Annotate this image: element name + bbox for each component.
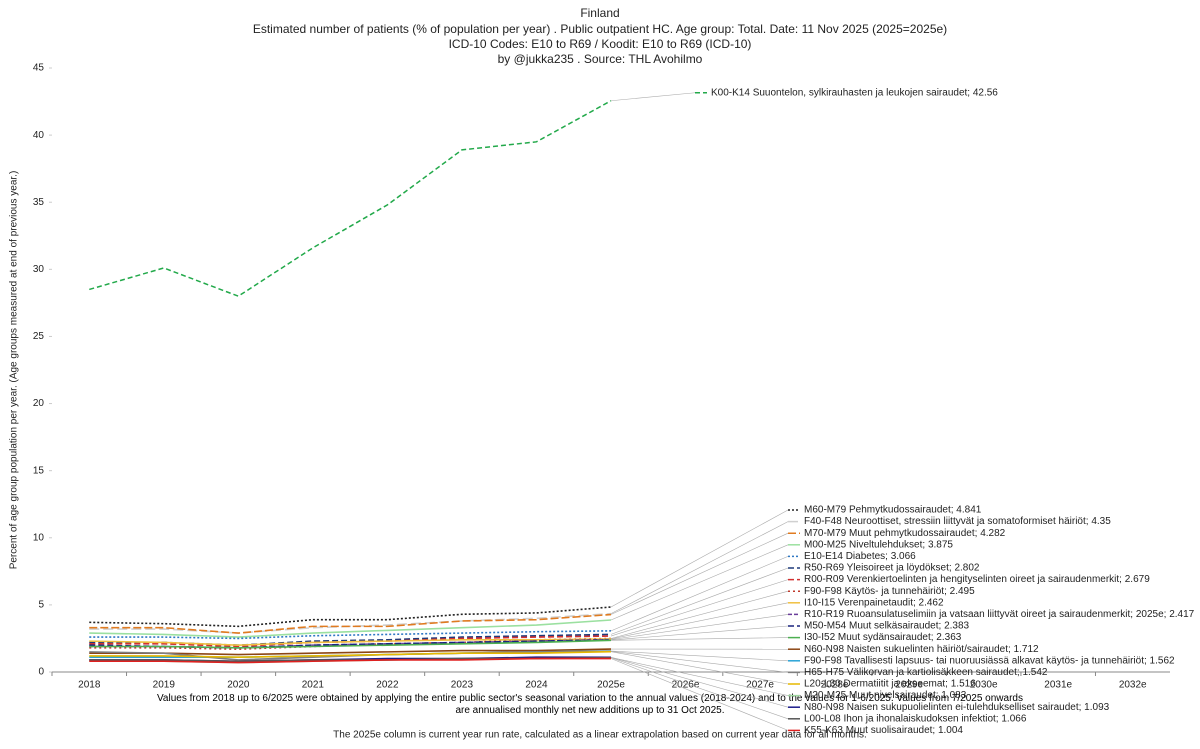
x-tick-label: 2019 [153,680,176,691]
chart-subtitle: Estimated number of patients (% of popul… [253,22,947,36]
data-label: M20-M25 Muut nivelsairaudet; 1.083 [804,690,967,701]
series-line [89,648,612,656]
y-tick-label: 15 [33,465,45,476]
x-tick-label: 2026e [672,680,700,691]
y-tick-label: 45 [33,63,45,74]
leader-line [610,650,789,662]
chart-subtitle: ICD-10 Codes: E10 to R69 / Koodit: E10 t… [449,37,752,51]
y-tick-label: 10 [33,532,45,543]
leader-line [610,657,789,696]
leader-line [610,544,789,621]
series-line [89,606,612,628]
data-label: R00-R09 Verenkiertoelinten ja hengitysel… [804,574,1150,585]
footnote: Values from 2018 up to 6/2025 were obtai… [157,693,1023,716]
leader-line [610,657,789,708]
data-label: K00-K14 Suuontelon, sylkirauhasten ja le… [711,87,998,98]
x-tick-label: 2028e [821,680,849,691]
leader-line [610,602,789,640]
x-tick-label: 2030e [970,680,998,691]
data-label: K55-K63 Muut suolisairaudet; 1.004 [804,725,963,736]
data-label: N80-N98 Naisen sukupuolielinten ei-tuleh… [804,702,1110,713]
leader-line [610,657,789,720]
y-axis-label: Percent of age group population per year… [9,171,20,570]
leader-line [610,556,789,632]
x-tick-label: 2032e [1119,680,1147,691]
leader-line [610,567,789,635]
leader-line [610,625,789,641]
y-tick-label: 35 [33,197,45,208]
data-label: F40-F48 Neuroottiset, stressiin liittyvä… [804,516,1111,527]
x-tick-label: 2022 [376,680,399,691]
x-tick-label: 2020 [227,680,250,691]
leader-line [610,521,789,614]
series-line [89,639,612,649]
x-tick-label: 2023 [451,680,474,691]
series-line [89,630,612,640]
data-label: N60-N98 Naisten sukuelinten häiriöt/sair… [804,644,1039,655]
y-tick-label: 30 [33,264,45,275]
chart-title: Finland [580,6,619,20]
data-label: M50-M54 Muut selkäsairaudet; 2.383 [804,621,970,632]
x-tick-label: 2021 [302,680,325,691]
series-line [89,638,612,646]
x-tick-label: 2029e [895,680,923,691]
data-label: M00-M25 Niveltulehdukset; 3.875 [804,539,953,550]
leader-line [610,651,789,685]
x-tick-label: 2024 [525,680,548,691]
data-label: R50-R69 Yleisoireet ja löydökset; 2.802 [804,563,980,574]
y-tick-label: 20 [33,398,45,409]
data-label: E10-E14 Diabetes; 3.066 [804,551,916,562]
data-label: H65-H75 Välikorvan ja kartiolisäkkeen sa… [804,667,1048,678]
y-tick-label: 0 [38,667,44,678]
x-tick-label: 2025e [597,680,625,691]
leader-line [610,509,789,608]
byline: by @jukka235 . Source: THL Avohilmo [498,52,703,66]
x-tick-label: 2027e [746,680,774,691]
y-tick-label: 25 [33,331,45,342]
leader-line [610,532,789,615]
data-label: L20-L30 Dermatiitit ja ekseemat; 1.516 [804,679,976,690]
series-line [89,650,612,659]
series-line [89,619,612,638]
data-label: L00-L08 Ihon ja ihonalaiskudoksen infekt… [804,713,1027,724]
y-tick-label: 5 [38,600,44,611]
series-line [89,100,612,298]
leader-line [610,651,789,673]
leader-line [610,614,789,640]
leader-line [610,637,789,641]
data-label: R10-R19 Ruoansulatuselimiin ja vatsaan l… [804,609,1195,620]
data-label: F90-F98 Tavallisesti lapsuus- tai nuoruu… [804,655,1175,666]
x-tick-label: 2031e [1044,680,1072,691]
leader-line [610,658,789,731]
data-label: I30-I52 Muut sydänsairaudet; 2.363 [804,632,962,643]
data-label: I10-I15 Verenpainetaudit; 2.462 [804,597,944,608]
leader-line [610,579,789,637]
series-line [89,612,612,634]
leader-line [610,92,696,102]
footnote: The 2025e column is current year run rat… [333,730,867,741]
data-label: M70-M79 Muut pehmytkudossairaudet; 4.282 [804,528,1006,539]
data-label: F90-F98 Käytös- ja tunnehäiriöt; 2.495 [804,586,975,597]
leader-line [610,590,789,639]
series-line [89,613,612,634]
series-line [89,657,612,664]
y-tick-label: 40 [33,130,45,141]
footnote-box: Values from 2018 up to 6/2025 were obtai… [157,693,1023,716]
data-label: M60-M79 Pehmytkudossairaudet; 4.841 [804,505,982,516]
x-tick-label: 2018 [78,680,101,691]
